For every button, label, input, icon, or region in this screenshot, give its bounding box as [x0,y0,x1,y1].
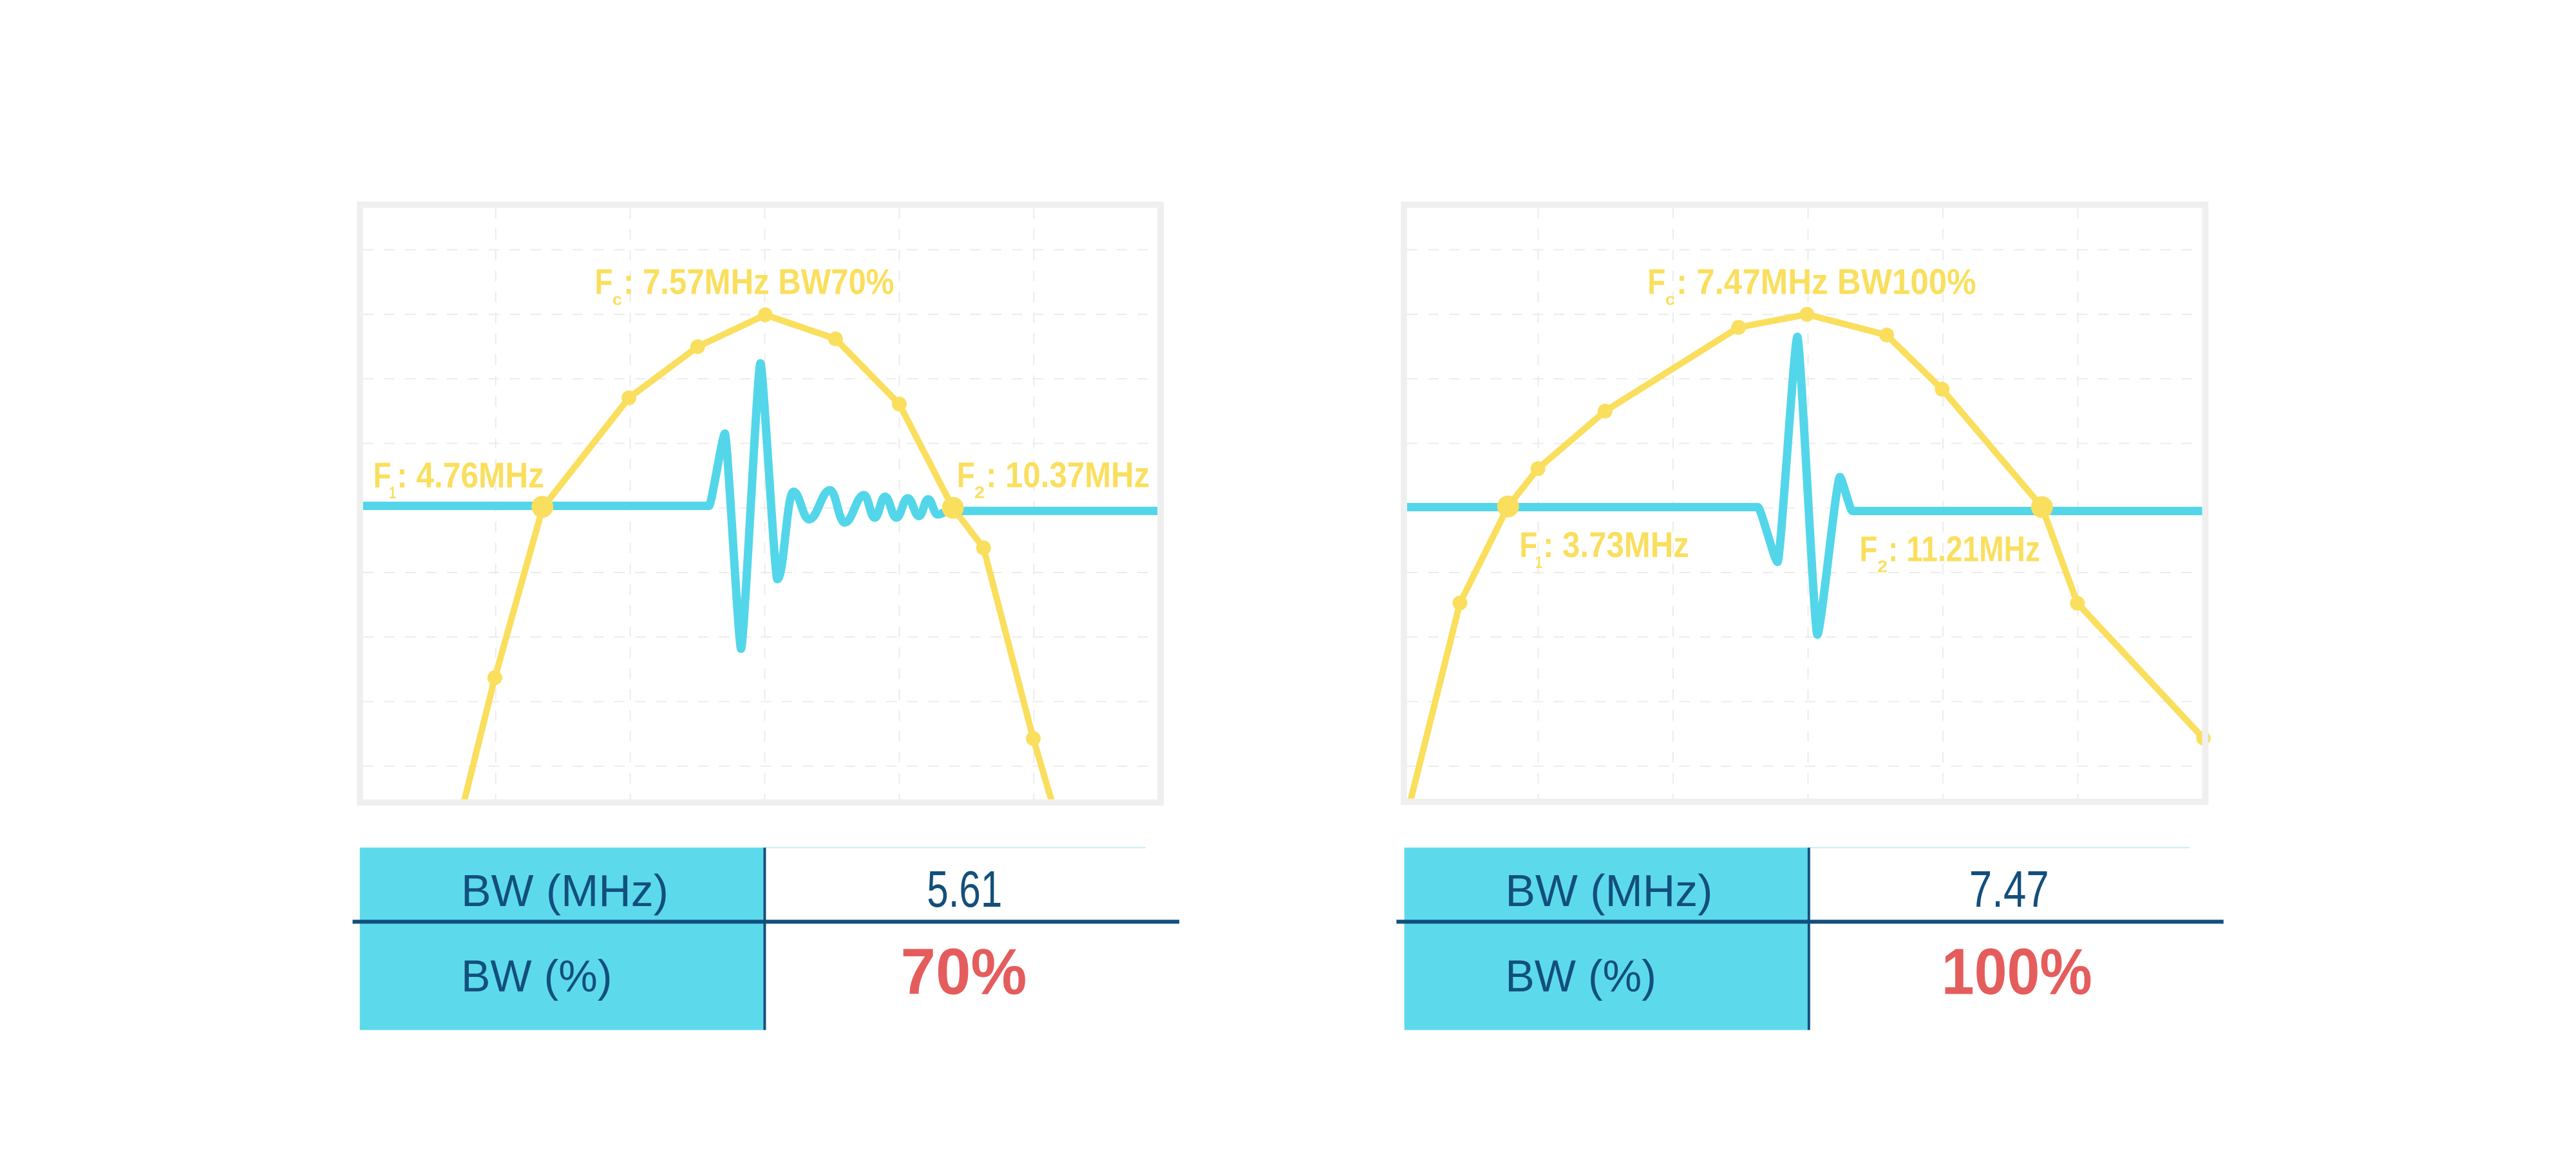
svg-text:F: F [1519,524,1537,565]
svg-text:7.47: 7.47 [1969,860,2049,918]
svg-text:c: c [612,290,622,309]
svg-text:: 4.76MHz: : 4.76MHz [397,455,544,495]
svg-text:2: 2 [974,483,985,502]
svg-text:: 10.37MHz: : 10.37MHz [986,455,1150,495]
svg-text:BW (%): BW (%) [1505,951,1656,1001]
svg-text:: 3.73MHz: : 3.73MHz [1543,524,1689,565]
svg-text:100%: 100% [1942,936,2092,1008]
svg-text:BW (%): BW (%) [461,951,612,1001]
svg-text:BW (MHz): BW (MHz) [1505,866,1712,916]
svg-text:5.61: 5.61 [927,860,1002,918]
svg-text:: 11.21MHz: : 11.21MHz [1888,529,2040,569]
svg-text:2: 2 [1877,557,1888,576]
svg-text:1: 1 [389,483,396,502]
svg-text:F: F [957,455,975,495]
svg-text:: 7.47MHz BW100%: : 7.47MHz BW100% [1676,261,1976,302]
svg-text:1: 1 [1535,553,1542,572]
svg-text:F: F [595,261,613,302]
svg-text:F: F [374,455,392,495]
svg-text:F: F [1647,261,1665,302]
svg-text:F: F [1859,529,1877,569]
svg-text:BW (MHz): BW (MHz) [461,866,668,916]
svg-text:c: c [1665,290,1675,309]
svg-text:: 7.57MHz BW70%: : 7.57MHz BW70% [623,261,895,302]
svg-text:70%: 70% [901,936,1027,1008]
